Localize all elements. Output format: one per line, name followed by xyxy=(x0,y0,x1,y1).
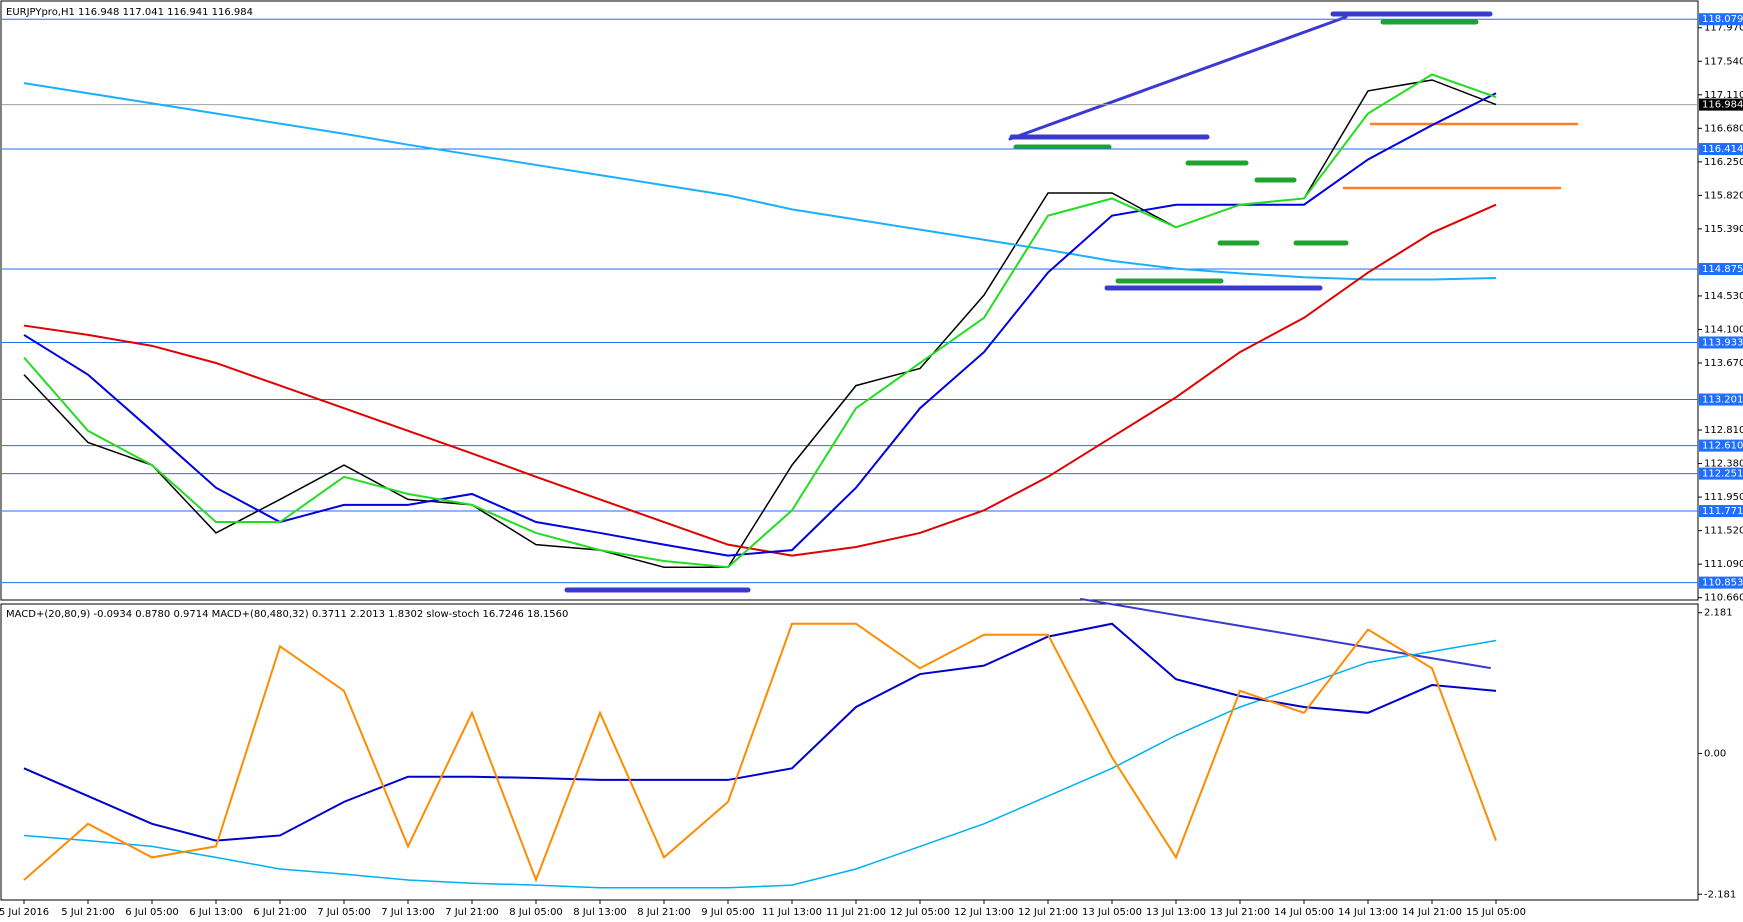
y-tick-label: 0.00 xyxy=(1704,748,1726,759)
x-tick-label: 11 Jul 13:00 xyxy=(762,907,822,918)
y-tick-label: 115.820 xyxy=(1704,190,1743,201)
y-tick-label: 111.520 xyxy=(1704,526,1743,537)
x-tick-label: 5 Jul 2016 xyxy=(0,907,49,918)
y-tick-label: 110.660 xyxy=(1704,593,1743,604)
main-pane xyxy=(0,0,1699,601)
level-label-box xyxy=(1699,576,1743,589)
y-tick-label: 113.670 xyxy=(1704,358,1743,369)
x-tick-label: 14 Jul 05:00 xyxy=(1274,907,1334,918)
y-tick-label: 2.181 xyxy=(1704,608,1733,619)
y-tick-label: 115.390 xyxy=(1704,224,1743,235)
series-line xyxy=(23,622,1497,883)
x-tick-label: 12 Jul 13:00 xyxy=(954,907,1014,918)
level-label: 111.771 xyxy=(1702,506,1743,517)
y-tick-label: 116.680 xyxy=(1704,123,1743,134)
level-label-box xyxy=(1699,467,1743,480)
x-tick-label: 11 Jul 21:00 xyxy=(826,907,886,918)
series-line xyxy=(23,92,1497,557)
x-tick-label: 14 Jul 21:00 xyxy=(1402,907,1462,918)
divergence-line xyxy=(1080,598,1491,669)
series-line xyxy=(23,203,1497,557)
level-label: 116.414 xyxy=(1702,144,1743,155)
y-tick-label: 116.250 xyxy=(1704,157,1743,168)
level-label-box xyxy=(1699,143,1743,156)
level-label: 112.251 xyxy=(1702,469,1743,480)
y-tick-label: 117.110 xyxy=(1704,90,1743,101)
x-tick-label: 12 Jul 21:00 xyxy=(1018,907,1078,918)
y-tick-label: 114.100 xyxy=(1704,324,1743,335)
indicator-pane xyxy=(0,603,1699,901)
level-label-box xyxy=(1699,336,1743,349)
level-label: 112.610 xyxy=(1702,441,1743,452)
series-line xyxy=(23,639,1497,889)
y-tick-label: 112.810 xyxy=(1704,425,1743,436)
y-tick-label: 111.090 xyxy=(1704,559,1743,570)
annotations xyxy=(564,11,1579,669)
series-line xyxy=(23,73,1497,569)
chart-title: EURJPYpro,H1 116.948 117.041 116.941 116… xyxy=(6,7,253,18)
x-tick-label: 6 Jul 21:00 xyxy=(253,907,307,918)
level-label-box xyxy=(1699,439,1743,452)
y-tick-label: 112.380 xyxy=(1704,459,1743,470)
level-label-box xyxy=(1699,505,1743,518)
x-tick-label: 8 Jul 21:00 xyxy=(637,907,691,918)
current-price-label: 116.984 xyxy=(1702,100,1743,111)
y-tick-label: 117.970 xyxy=(1704,23,1743,34)
level-label-box xyxy=(1699,393,1743,406)
x-tick-label: 14 Jul 13:00 xyxy=(1338,907,1398,918)
y-tick-label: -2.181 xyxy=(1704,889,1736,900)
x-tick-label: 13 Jul 13:00 xyxy=(1146,907,1206,918)
indicator-title: MACD+(20,80,9) -0.0934 0.8780 0.9714 MAC… xyxy=(6,609,568,620)
x-tick-label: 9 Jul 05:00 xyxy=(701,907,755,918)
series-line xyxy=(23,82,1497,281)
y-tick-label: 114.530 xyxy=(1704,291,1743,302)
series-line xyxy=(23,622,1497,842)
y-tick-label: 111.950 xyxy=(1704,492,1743,503)
x-tick-label: 8 Jul 05:00 xyxy=(509,907,563,918)
trend-line xyxy=(1008,15,1348,141)
level-label: 118.079 xyxy=(1702,14,1743,25)
level-label: 113.201 xyxy=(1702,395,1743,406)
level-label: 110.853 xyxy=(1702,578,1743,589)
level-label-box xyxy=(1699,13,1743,26)
x-tick-label: 15 Jul 05:00 xyxy=(1466,907,1526,918)
x-tick-label: 6 Jul 05:00 xyxy=(125,907,179,918)
level-label-box xyxy=(1699,263,1743,276)
level-label: 113.933 xyxy=(1702,337,1743,348)
x-tick-label: 7 Jul 13:00 xyxy=(381,907,435,918)
x-tick-label: 8 Jul 13:00 xyxy=(573,907,627,918)
y-tick-label: 117.540 xyxy=(1704,56,1743,67)
x-tick-label: 13 Jul 05:00 xyxy=(1082,907,1142,918)
current-price-box xyxy=(1699,98,1743,111)
x-tick-label: 7 Jul 05:00 xyxy=(317,907,371,918)
x-tick-label: 7 Jul 21:00 xyxy=(445,907,499,918)
x-tick-label: 12 Jul 05:00 xyxy=(890,907,950,918)
x-tick-label: 6 Jul 13:00 xyxy=(189,907,243,918)
x-tick-label: 5 Jul 21:00 xyxy=(61,907,115,918)
level-label: 114.875 xyxy=(1702,264,1743,275)
x-tick-label: 13 Jul 21:00 xyxy=(1210,907,1270,918)
